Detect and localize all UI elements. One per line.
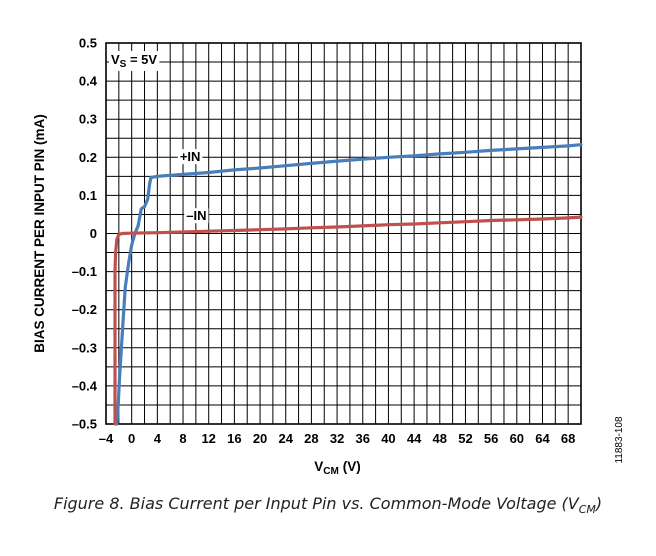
annotation-bg (177, 149, 203, 165)
series-line-minus-in (113, 215, 583, 426)
x-tick-label: 28 (304, 431, 318, 446)
condition-v: V (111, 52, 120, 67)
x-axis-title-sub: CM (323, 466, 339, 477)
condition-value: = 5V (126, 52, 157, 67)
figure-caption: Figure 8. Bias Current per Input Pin vs.… (0, 494, 656, 516)
y-tick-label: –0.4 (72, 378, 98, 393)
y-tick-label: 0.4 (79, 74, 98, 89)
x-tick-label: 4 (154, 431, 162, 446)
x-axis-title-unit: (V) (343, 459, 361, 474)
x-axis-title-v: V (314, 459, 323, 474)
supply-voltage-label: VS = 5V (111, 52, 157, 70)
x-tick-label: 64 (535, 431, 550, 446)
series-annotation: –IN (186, 208, 206, 223)
y-tick-label: –0.5 (72, 417, 97, 432)
caption-text: Figure 8. Bias Current per Input Pin vs.… (53, 494, 579, 513)
condition-sub: S (120, 59, 127, 70)
y-tick-label: 0.2 (79, 150, 97, 165)
x-tick-label: 60 (510, 431, 524, 446)
x-tick-label: 36 (356, 431, 370, 446)
x-tick-label: 12 (201, 431, 215, 446)
x-tick-label: 68 (561, 431, 575, 446)
x-axis-title: VCM (V) (314, 459, 361, 477)
y-tick-label: –0.3 (72, 340, 97, 355)
y-tick-label: 0 (90, 226, 97, 241)
condition-label-bg (109, 51, 160, 71)
x-tick-label: 16 (227, 431, 241, 446)
annotations: +IN –IN (177, 149, 209, 224)
x-tick-label: 0 (128, 431, 135, 446)
x-tick-labels: –4 0 4 8 12 16 20 24 28 32 36 40 44 48 52 56 60 64 68 (99, 431, 576, 446)
x-tick-label: 8 (179, 431, 186, 446)
y-tick-labels: –0.5 –0.4 –0.3 –0.2 –0.1 0 0.1 0.2 0.3 0.4 0.5 (72, 36, 98, 432)
plot-frame (105, 42, 582, 425)
bias-current-chart: –0.5 –0.4 –0.3 –0.2 –0.1 0 0.1 0.2 0.3 0.4 0.5 –4 0… (32, 36, 625, 478)
annotation-bg (184, 208, 209, 224)
y-tick-label: –0.2 (72, 302, 97, 317)
series-line-plus-in (115, 143, 583, 426)
y-tick-label: –0.1 (72, 264, 97, 279)
figure-id: 11883-108 (614, 416, 625, 464)
y-axis-title: BIAS CURRENT PER INPUT PIN (mA) (32, 114, 47, 353)
x-tick-label: 56 (484, 431, 498, 446)
y-tick-label: 0.3 (79, 112, 97, 127)
x-tick-label: 52 (458, 431, 472, 446)
x-tick-label: 20 (253, 431, 267, 446)
x-tick-label: 24 (278, 431, 293, 446)
x-tick-label: 44 (407, 431, 422, 446)
y-tick-label: 0.5 (79, 36, 97, 51)
x-tick-label: –4 (99, 431, 114, 446)
y-tick-label: 0.1 (79, 188, 97, 203)
x-tick-label: 48 (433, 431, 447, 446)
x-tick-label: 32 (330, 431, 344, 446)
caption-end: ) (595, 494, 603, 513)
caption-sub: CM (578, 503, 596, 517)
series-lines (113, 143, 583, 426)
x-tick-label: 40 (381, 431, 395, 446)
series-annotation: +IN (180, 149, 201, 164)
